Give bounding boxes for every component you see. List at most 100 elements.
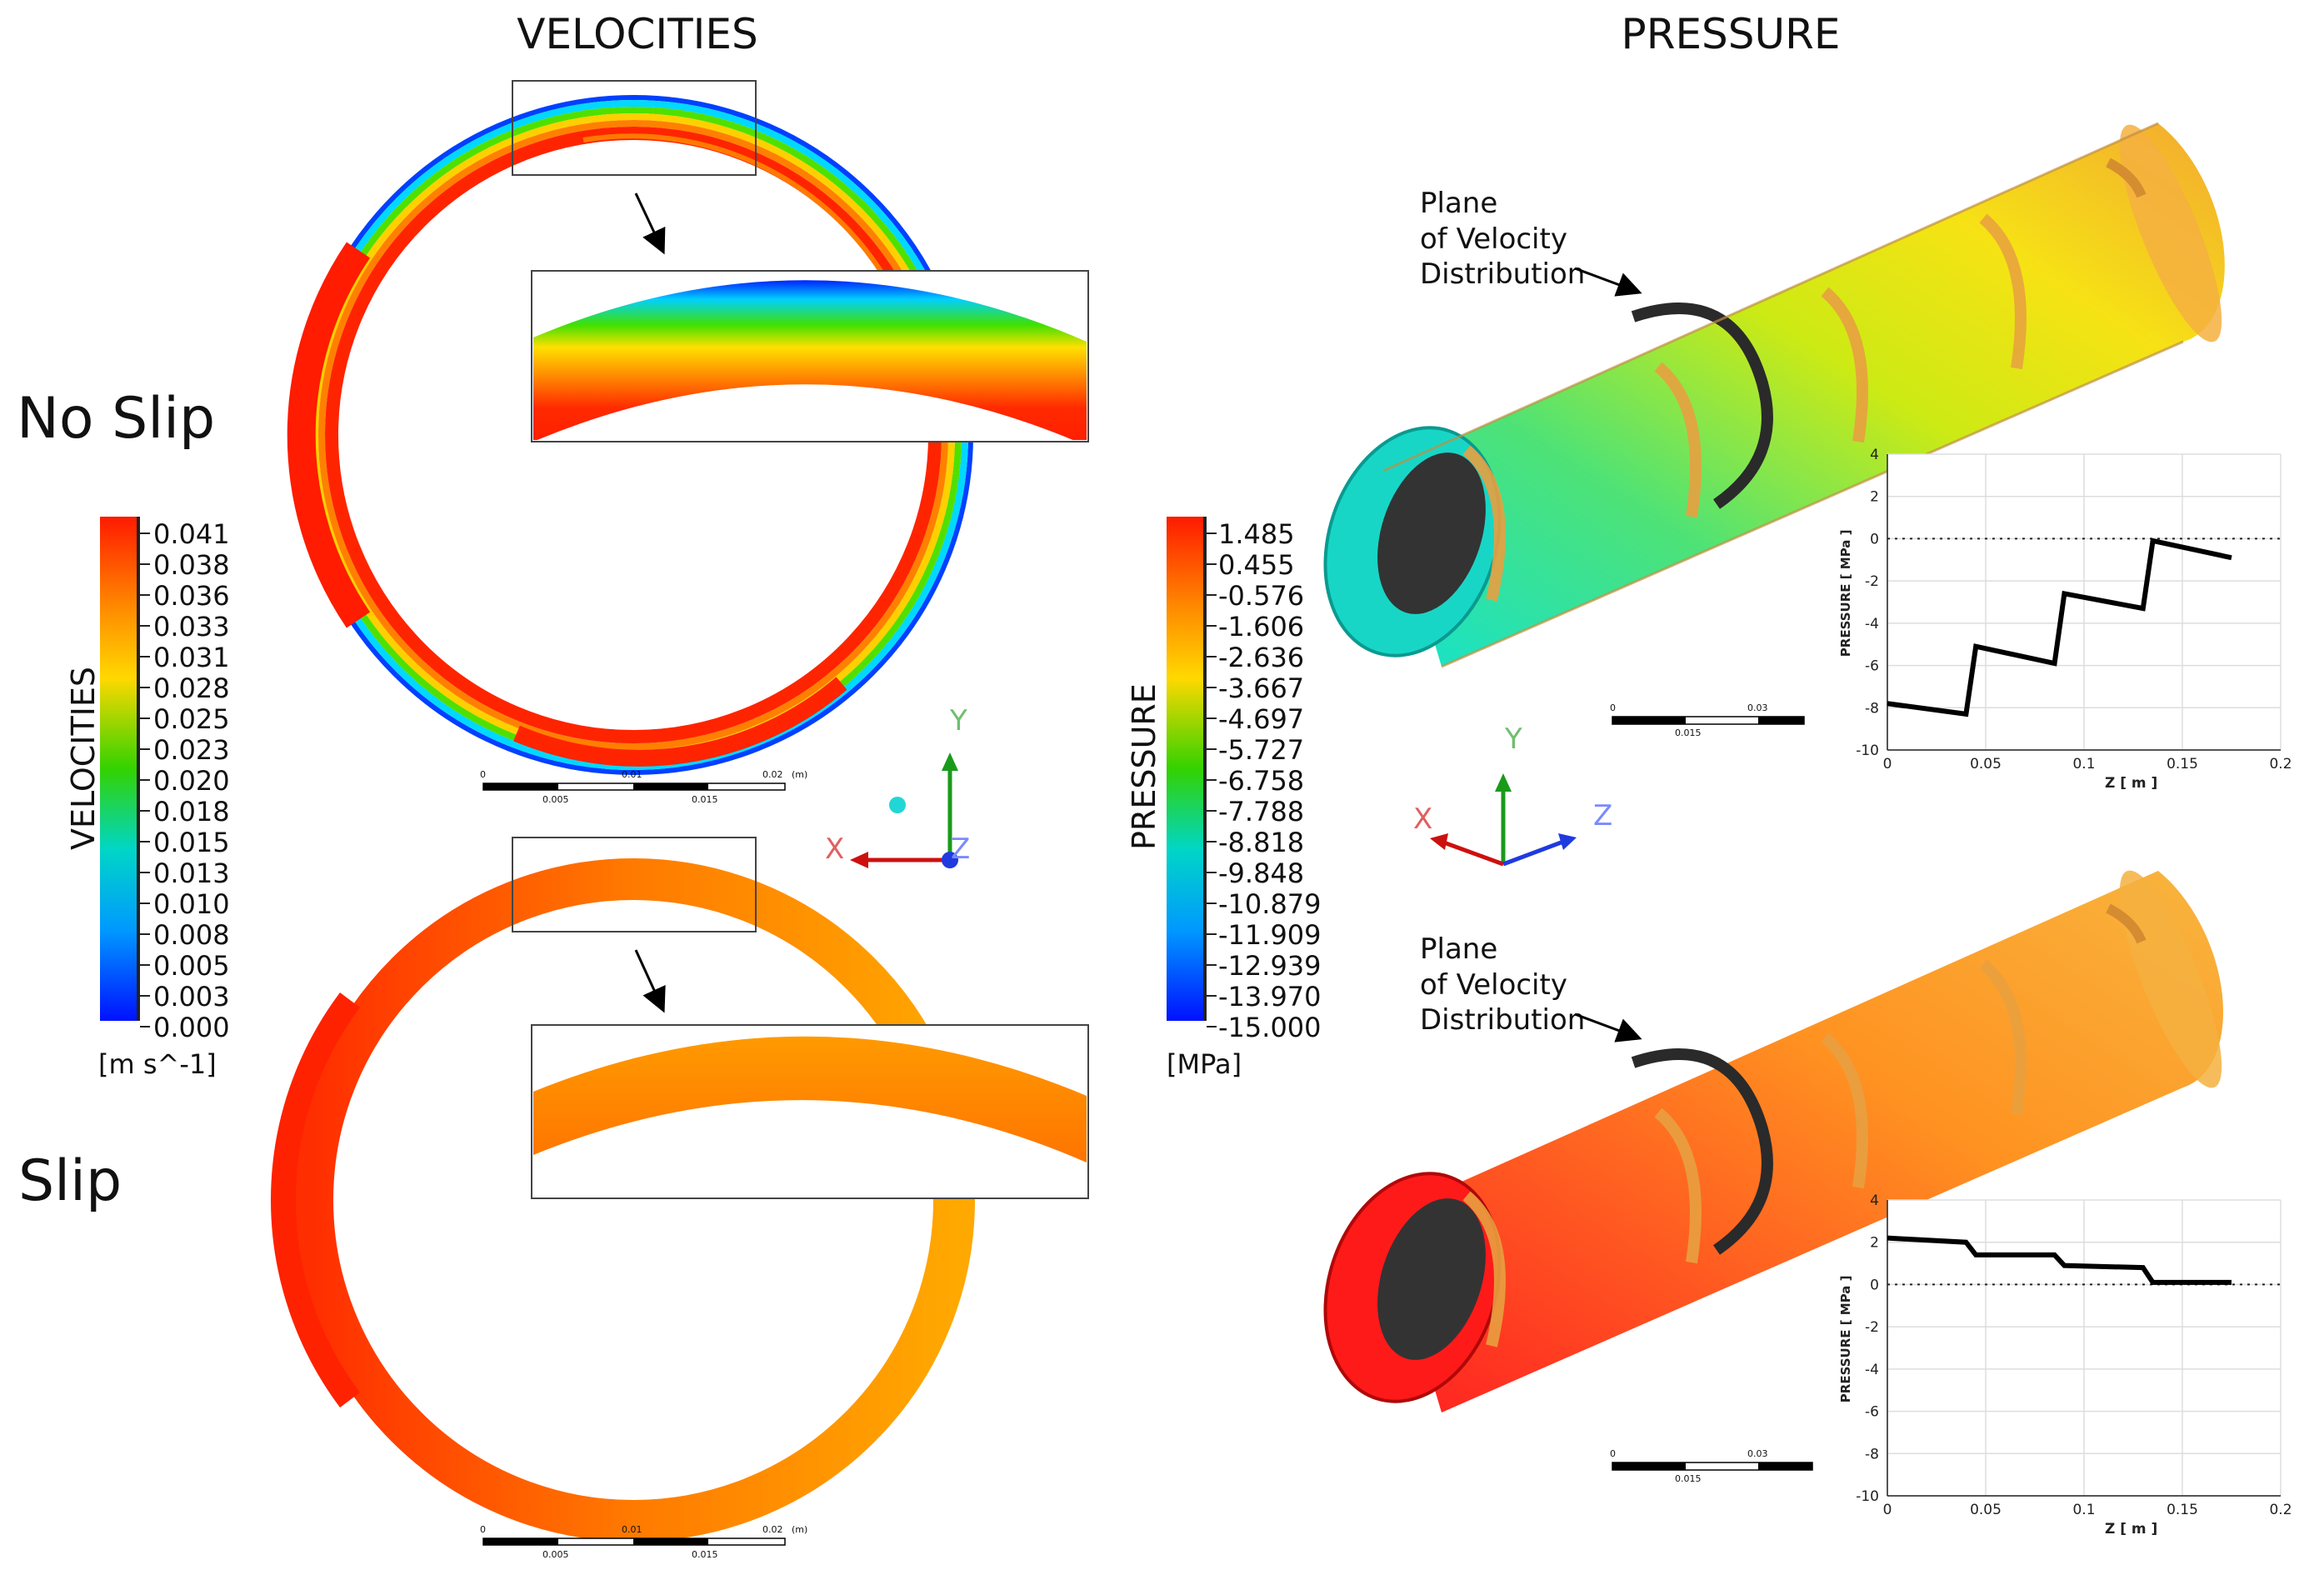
scale-tick: 0.03: [1747, 702, 1768, 713]
x-axis-label: Z [ m ]: [2105, 1521, 2157, 1538]
scale-tick: 0: [480, 1524, 486, 1535]
pressure-legend-tick-label: -2.636: [1218, 642, 1304, 673]
y-axis-label: PRESSURE [ MPa ]: [1838, 1275, 1853, 1402]
annotation-line: Distribution: [1420, 258, 1585, 291]
pressure-legend-tick-label: -9.848: [1218, 858, 1304, 889]
pressure-colorbar: [1167, 517, 1207, 1021]
pressure-series-line: [1887, 1235, 2232, 1285]
slip-zoom-inset: [531, 1024, 1089, 1199]
velocity-legend-tick-label: 0.033: [153, 611, 230, 642]
x-tick-label: 0: [1883, 1502, 1892, 1518]
y-tick-label: 4: [1870, 447, 1879, 463]
scale-tick: 0: [480, 769, 486, 780]
pressure-legend-tick-label: -4.697: [1218, 703, 1304, 735]
slip-plane-annotation: Plane of Velocity Distribution: [1420, 932, 1642, 1042]
scale-tick: 0.01: [622, 1524, 642, 1535]
velocity-legend-tick-label: 0.036: [153, 580, 230, 612]
velocity-legend-ticks: 0.0410.0380.0360.0330.0310.0280.0250.023…: [140, 518, 230, 1043]
pressure-legend-tick-label: -10.879: [1218, 888, 1322, 920]
velocity-legend-tick-label: 0.013: [153, 858, 230, 889]
velocity-scale-bar-bottom: 0 0.01 0.02 (m) 0.005 0.015: [480, 1524, 807, 1560]
velocity-legend-tick-label: 0.031: [153, 642, 230, 673]
y-tick-label: -4: [1865, 616, 1879, 632]
axis-label-z: Z: [951, 832, 970, 866]
no-slip-pressure-tube: [1323, 122, 2225, 668]
no-slip-pressure-chart: 0 0.05 0.1 0.15 0.2 4 2 0 -2 -4 -6 -8 -10 Z [ m ] PRES…: [1838, 447, 2292, 792]
y-tick-label: -6: [1865, 1404, 1879, 1421]
pressure-legend-tick-label: -1.606: [1218, 611, 1304, 642]
scale-tick: 0.015: [1675, 728, 1702, 738]
x-tick-label: 0.2: [2269, 756, 2292, 772]
x-tick-label: 0: [1883, 756, 1892, 772]
y-tick-label: 2: [1870, 489, 1879, 506]
pressure-legend-tick-label: -6.758: [1218, 765, 1304, 797]
pressure-legend-tick-label: -7.788: [1218, 796, 1304, 828]
velocity-legend-tick-label: 0.008: [153, 919, 230, 951]
velocity-legend-tick-label: 0.010: [153, 888, 230, 920]
slip-velocity-ring: [271, 858, 975, 1542]
annotation-line: of Velocity: [1420, 222, 1567, 256]
pressure-legend-tick-label: -3.667: [1218, 672, 1304, 704]
pressure-legend-tick-label: -8.818: [1218, 827, 1304, 858]
pressure-scale-bar-bottom: 0 0.03 0.015: [1610, 1448, 1813, 1484]
pressure-legend-tick-label: -5.727: [1218, 734, 1304, 766]
velocity-legend-tick-label: 0.018: [153, 796, 230, 828]
y-axis-label: PRESSURE [ MPa ]: [1838, 529, 1853, 657]
annotation-line: Distribution: [1420, 1003, 1585, 1037]
y-tick-label: -8: [1865, 700, 1879, 717]
x-tick-label: 0.1: [2072, 1502, 2095, 1518]
scale-tick: 0.005: [542, 794, 569, 805]
pressure-scale-bar-top: 0 0.03 0.015: [1610, 702, 1805, 738]
axis-triad-left: Y X Z: [825, 704, 970, 868]
velocity-legend-tick-label: 0.020: [153, 765, 230, 797]
pressure-legend-tick-label: -13.970: [1218, 981, 1322, 1012]
y-tick-label: 2: [1870, 1235, 1879, 1252]
x-axis-label: Z [ m ]: [2105, 775, 2157, 792]
velocity-legend-title: VELOCITIES: [65, 667, 102, 850]
slip-zoom-region: [512, 837, 757, 932]
x-tick-label: 0.1: [2072, 756, 2095, 772]
scale-unit: (m): [792, 1524, 807, 1535]
velocity-legend-tick-label: 0.023: [153, 734, 230, 766]
pressure-header: PRESSURE: [1622, 10, 1841, 58]
annotation-line: of Velocity: [1420, 968, 1567, 1002]
velocity-legend-tick-label: 0.005: [153, 950, 230, 982]
y-tick-label: 0: [1870, 531, 1879, 548]
scale-tick: 0.015: [1675, 1473, 1702, 1484]
pressure-legend-tick-label: -12.939: [1218, 950, 1322, 982]
annotation-line: Plane: [1420, 187, 1497, 220]
pressure-legend-tick-label: 0.455: [1218, 549, 1295, 581]
scale-tick: 0.015: [692, 794, 718, 805]
velocity-legend-tick-label: 0.038: [153, 549, 230, 581]
scale-tick: 0.02: [762, 1524, 783, 1535]
slip-zoom-arrow: [634, 949, 666, 1013]
y-tick-label: -2: [1865, 573, 1879, 590]
scale-tick: 0.03: [1747, 1448, 1768, 1459]
scale-tick: 0.015: [692, 1549, 718, 1560]
x-tick-label: 0.15: [2167, 1502, 2198, 1518]
scale-tick: 0.02: [762, 769, 783, 780]
annotation-line: Plane: [1420, 932, 1497, 966]
slip-label: Slip: [18, 1148, 122, 1214]
velocity-legend-unit: [m s^-1]: [98, 1048, 217, 1080]
scale-unit: (m): [792, 769, 807, 780]
y-tick-label: -8: [1865, 1446, 1879, 1462]
x-tick-label: 0.05: [1970, 1502, 2002, 1518]
pressure-legend-tick-label: 1.485: [1218, 518, 1295, 550]
x-tick-label: 0.05: [1970, 756, 2002, 772]
velocity-legend-tick-label: 0.025: [153, 703, 230, 735]
no-slip-zoom-inset: [531, 270, 1089, 442]
axis-label-y: Y: [1504, 722, 1522, 756]
scale-tick: 0: [1610, 702, 1616, 713]
y-tick-label: -6: [1865, 658, 1879, 675]
y-tick-label: 0: [1870, 1277, 1879, 1293]
velocity-scale-bar-top: 0 0.01 0.02 (m) 0.005 0.015: [480, 769, 807, 805]
no-slip-plane-annotation: Plane of Velocity Distribution: [1420, 187, 1642, 297]
velocities-header: VELOCITIES: [517, 10, 758, 58]
pressure-legend-unit: [MPa]: [1167, 1048, 1242, 1080]
y-tick-label: -10: [1856, 742, 1879, 759]
y-tick-label: -2: [1865, 1319, 1879, 1336]
pressure-legend-tick-label: -0.576: [1218, 580, 1304, 612]
axis-label-y: Y: [949, 704, 967, 738]
